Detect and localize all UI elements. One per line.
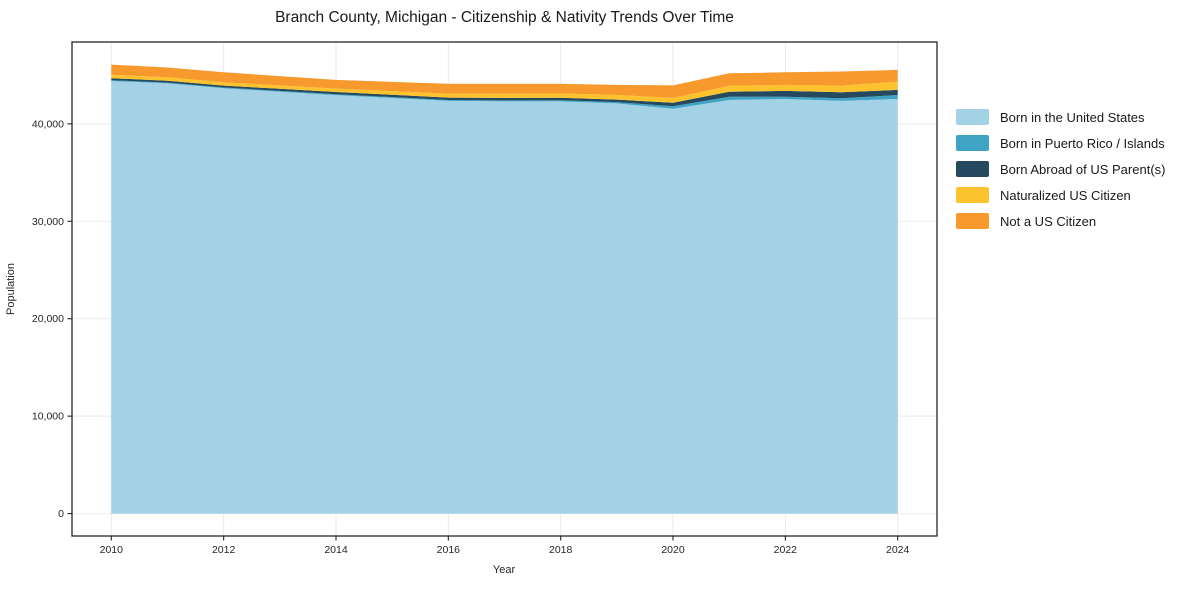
area-series-2: [111, 78, 898, 107]
legend-item-3: Naturalized US Citizen: [956, 182, 1165, 208]
legend-swatch-4: [956, 213, 989, 229]
legend-swatch-3: [956, 187, 989, 203]
area-series-3: [111, 74, 898, 103]
legend-swatch-1: [956, 135, 989, 151]
legend-label-4: Not a US Citizen: [1000, 213, 1097, 229]
area-series-0: [111, 81, 898, 514]
x-tick-label: 2024: [886, 544, 910, 556]
legend-item-0: Born in the United States: [956, 104, 1165, 130]
axes: 2010 2012 2014 2016 2018 2020 2022 2024 0 10,000 2…: [32, 41, 938, 556]
x-tick-label: 2018: [549, 544, 573, 556]
legend-swatch-2: [956, 161, 989, 177]
legend-item-2: Born Abroad of US Parent(s): [956, 156, 1165, 182]
y-tick-label: 10,000: [32, 411, 64, 423]
legend-label-1: Born in Puerto Rico / Islands: [1000, 135, 1165, 151]
x-tick-label: 2016: [437, 544, 461, 556]
legend-item-4: Not a US Citizen: [956, 208, 1165, 234]
area-series-4: [111, 64, 898, 98]
y-axis-label: Population: [5, 263, 17, 315]
y-tick-label: 30,000: [32, 216, 64, 228]
stacked-areas: [111, 64, 898, 514]
plot-border: [71, 41, 938, 537]
legend-swatch-0: [956, 109, 989, 125]
x-tick-label: 2010: [100, 544, 124, 556]
legend-label-0: Born in the United States: [1000, 109, 1145, 125]
legend-label-3: Naturalized US Citizen: [1000, 187, 1131, 203]
x-axis-label: Year: [493, 564, 516, 576]
y-tick-label: 40,000: [32, 118, 64, 130]
y-tick-label: 0: [58, 508, 64, 520]
legend-item-1: Born in Puerto Rico / Islands: [956, 130, 1165, 156]
chart-title: Branch County, Michigan - Citizenship & …: [275, 9, 734, 26]
x-tick-label: 2022: [774, 544, 798, 556]
area-series-1: [111, 80, 898, 109]
x-tick-label: 2020: [661, 544, 685, 556]
x-tick-label: 2012: [212, 544, 236, 556]
legend: Born in the United States Born in Puerto …: [956, 104, 1165, 234]
x-tick-label: 2014: [324, 544, 348, 556]
legend-label-2: Born Abroad of US Parent(s): [1000, 161, 1166, 177]
y-tick-label: 20,000: [32, 313, 64, 325]
